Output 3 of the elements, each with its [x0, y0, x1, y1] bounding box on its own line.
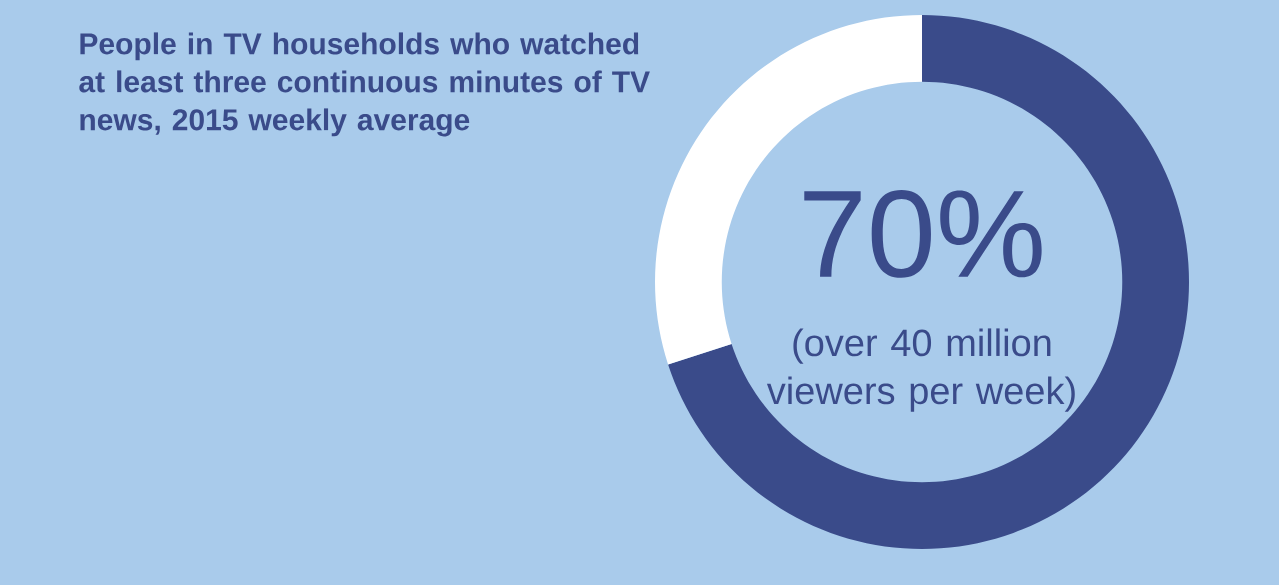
text: People in TV households who watched at least three continuous minutes of TV news, 2015 weekly average: [79, 32, 650, 137]
text: 70%: [804, 190, 1042, 278]
text: (over 40 million viewers per week): [766, 328, 1075, 412]
